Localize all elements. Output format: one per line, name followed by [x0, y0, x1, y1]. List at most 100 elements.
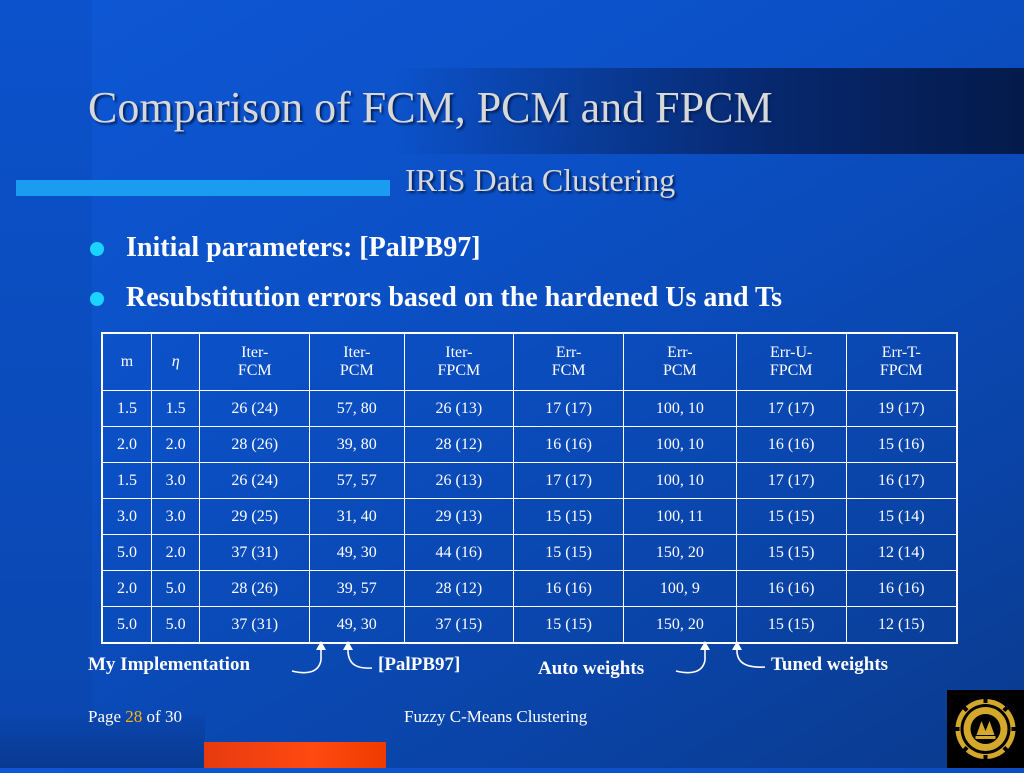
header-line: FPCM	[437, 362, 481, 379]
table-cell: 31, 40	[309, 498, 405, 535]
bullet-text: Initial parameters: [PalPB97]	[126, 232, 481, 263]
table-cell: 15 (16)	[845, 426, 958, 463]
table-cell: 3.0	[150, 498, 201, 535]
header-line: PCM	[339, 362, 374, 379]
bottom-accent-bar	[204, 742, 386, 768]
table-cell: 39, 80	[309, 426, 405, 463]
table-cell: 3.0	[101, 498, 152, 535]
arrow-tuned-weights	[736, 646, 766, 668]
table-cell: 2.0	[101, 570, 152, 607]
table-cell: 2.0	[150, 426, 201, 463]
table-cell: 1.5	[150, 390, 201, 427]
table-cell: 15 (15)	[735, 606, 847, 644]
table-cell: 15 (15)	[513, 498, 624, 535]
university-emblem-icon	[947, 690, 1024, 768]
header-line: FCM	[237, 362, 272, 379]
table-row: 5.0 5.0 37 (31) 49, 30 37 (15) 15 (15) 1…	[101, 606, 958, 644]
table-cell: 37 (31)	[199, 606, 311, 644]
header-err-t-fpcm: Err-T- FPCM	[845, 332, 958, 391]
table-cell: 15 (14)	[845, 498, 958, 535]
table-cell: 37 (31)	[199, 534, 311, 571]
table-cell: 28 (12)	[403, 426, 515, 463]
table-header-row: m η Iter- FCM Iter- PCM Iter- FPCM Err- FCM …	[101, 332, 958, 391]
header-line: Iter-	[241, 344, 269, 361]
table-cell: 16 (17)	[845, 462, 958, 499]
table-cell: 57, 57	[309, 462, 405, 499]
table-cell: 5.0	[150, 606, 201, 644]
arrow-auto-weights	[675, 646, 706, 674]
header-err-fcm: Err- FCM	[513, 332, 624, 391]
table-cell: 2.0	[150, 534, 201, 571]
page-number: 28	[125, 707, 143, 726]
page-total: of 30	[146, 707, 182, 726]
page-prefix: Page	[88, 707, 122, 726]
header-iter-fcm: Iter- FCM	[199, 332, 311, 391]
note-auto-weights: Auto weights	[538, 658, 645, 679]
table-cell: 29 (13)	[403, 498, 515, 535]
header-err-pcm: Err- PCM	[622, 332, 737, 391]
bullet-icon	[90, 242, 104, 256]
table-cell: 17 (17)	[513, 462, 624, 499]
header-m: m	[101, 332, 152, 391]
table-cell: 3.0	[150, 462, 201, 499]
note-tuned-weights: Tuned weights	[771, 654, 889, 675]
table-cell: 16 (16)	[845, 570, 958, 607]
title-background-band	[394, 68, 1024, 154]
table-cell: 15 (15)	[513, 606, 624, 644]
table-row: 2.0 2.0 28 (26) 39, 80 28 (12) 16 (16) 1…	[101, 426, 958, 463]
table-cell: 19 (17)	[845, 390, 958, 427]
bullet-icon	[90, 292, 104, 306]
table-cell: 100, 10	[622, 462, 737, 499]
bullet-text: Resubstitution errors based on the harde…	[126, 282, 783, 313]
header-line: Err-	[555, 344, 582, 361]
bullet-list: Initial parameters: [PalPB97] Resubstitu…	[88, 228, 782, 328]
arrow-palpb97	[347, 646, 373, 669]
table-cell: 16 (16)	[735, 426, 847, 463]
bullet-item: Resubstitution errors based on the harde…	[88, 278, 782, 328]
header-eta: η	[150, 332, 201, 391]
table-row: 3.0 3.0 29 (25) 31, 40 29 (13) 15 (15) 1…	[101, 498, 958, 535]
table-row: 1.5 3.0 26 (24) 57, 57 26 (13) 17 (17) 1…	[101, 462, 958, 499]
table-cell: 15 (15)	[513, 534, 624, 571]
table-cell: 26 (24)	[199, 462, 311, 499]
table-cell: 28 (26)	[199, 570, 311, 607]
table-cell: 16 (16)	[735, 570, 847, 607]
table-cell: 28 (12)	[403, 570, 515, 607]
table-cell: 44 (16)	[403, 534, 515, 571]
table-cell: 5.0	[150, 570, 201, 607]
footer-title: Fuzzy C-Means Clustering	[404, 707, 588, 726]
table-cell: 49, 30	[309, 606, 405, 644]
table-cell: 16 (16)	[513, 570, 624, 607]
table-cell: 49, 30	[309, 534, 405, 571]
slide-title: Comparison of FCM, PCM and FPCM	[88, 83, 773, 132]
results-table: m η Iter- FCM Iter- PCM Iter- FPCM Err- FCM …	[101, 332, 958, 644]
table-cell: 100, 11	[622, 498, 737, 535]
header-iter-pcm: Iter- PCM	[309, 332, 405, 391]
table-cell: 57, 80	[309, 390, 405, 427]
table-cell: 26 (13)	[403, 390, 515, 427]
page-indicator: Page 28 of 30	[88, 707, 182, 727]
table-cell: 29 (25)	[199, 498, 311, 535]
table-cell: 39, 57	[309, 570, 405, 607]
table-cell: 2.0	[101, 426, 152, 463]
table-cell: 1.5	[101, 390, 152, 427]
header-line: PCM	[662, 362, 697, 379]
header-line: m	[120, 353, 134, 370]
table-cell: 15 (15)	[735, 534, 847, 571]
table-cell: 100, 10	[622, 390, 737, 427]
table-row: 1.5 1.5 26 (24) 57, 80 26 (13) 17 (17) 1…	[101, 390, 958, 427]
table-cell: 12 (15)	[845, 606, 958, 644]
left-background-band	[0, 0, 92, 768]
slide-subtitle: IRIS Data Clustering	[405, 162, 676, 198]
table-row: 5.0 2.0 37 (31) 49, 30 44 (16) 15 (15) 1…	[101, 534, 958, 571]
note-palpb97: [PalPB97]	[378, 654, 461, 675]
header-line: Iter-	[445, 344, 473, 361]
table-cell: 17 (17)	[735, 462, 847, 499]
table-cell: 5.0	[101, 606, 152, 644]
bullet-item: Initial parameters: [PalPB97]	[88, 228, 782, 278]
header-line: Err-U-	[770, 344, 813, 361]
header-line: FPCM	[879, 362, 923, 379]
header-line: FPCM	[769, 362, 813, 379]
accent-bar	[16, 180, 390, 196]
table-cell: 5.0	[101, 534, 152, 571]
